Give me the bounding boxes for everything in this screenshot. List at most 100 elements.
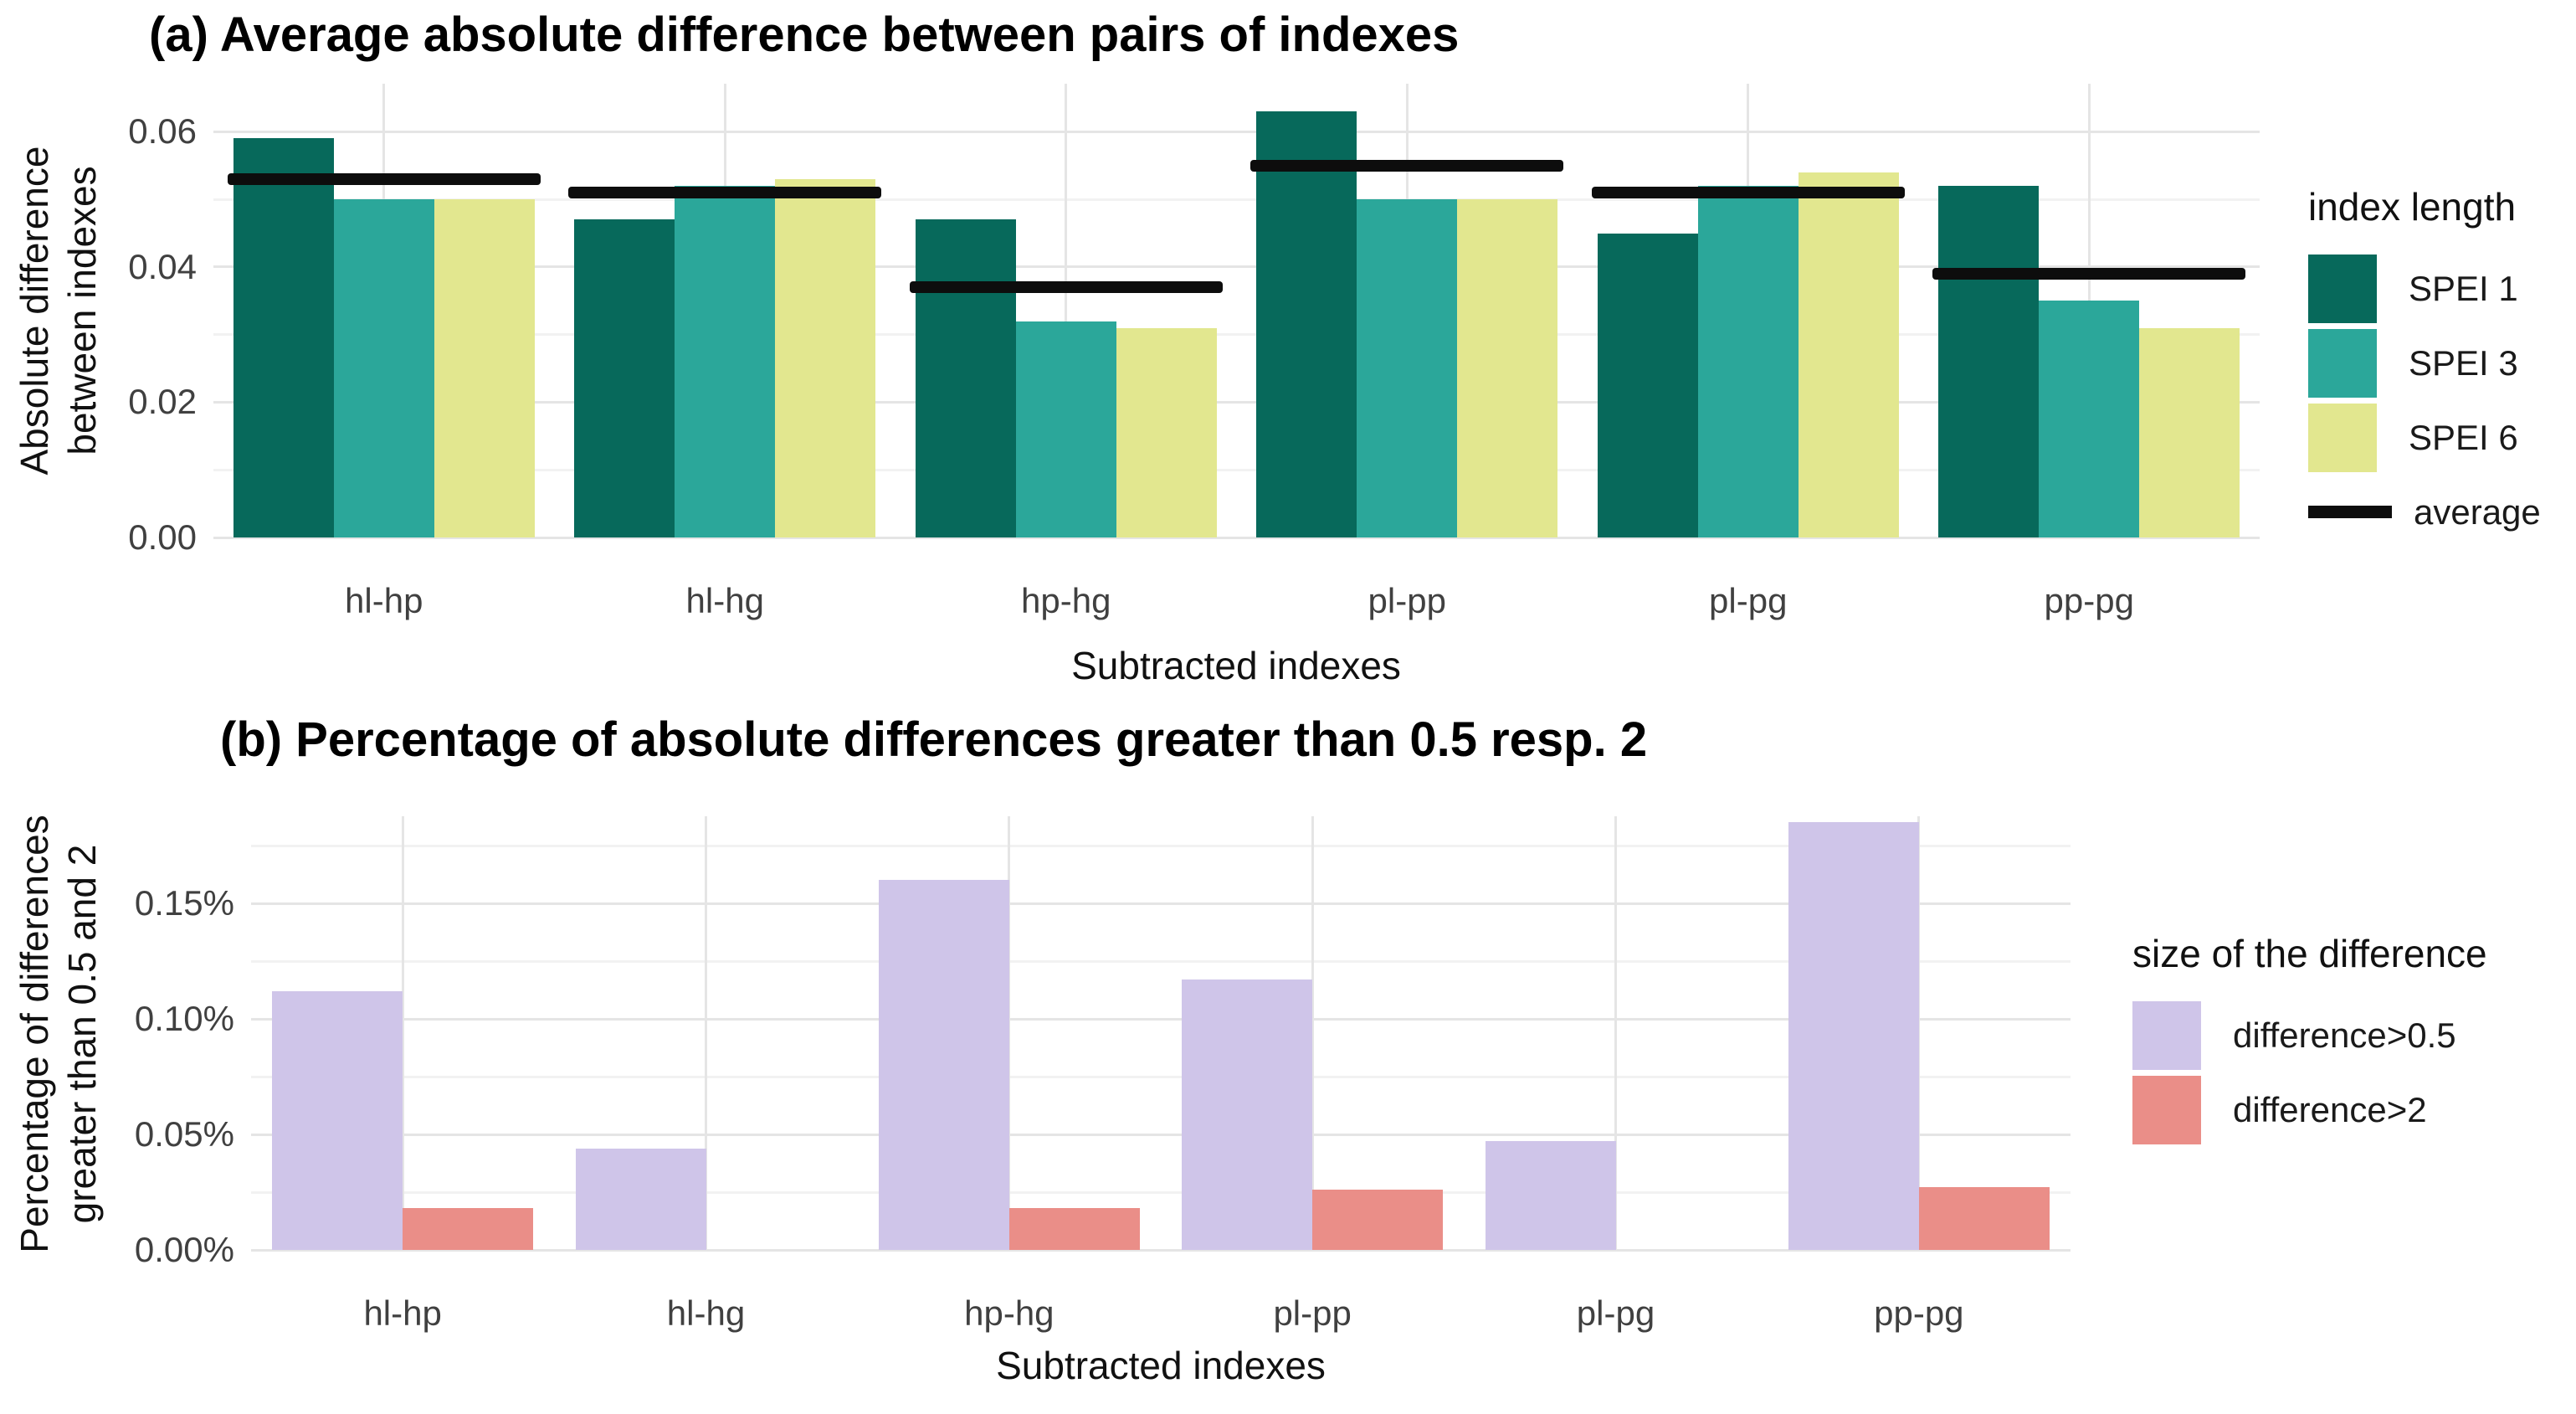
x-tick-label-hl-hg: hl-hg	[685, 581, 764, 620]
legend-item-difference-gt-0.5: difference>0.5	[2132, 998, 2487, 1072]
chart-a-y-axis-label-line1: Absolute difference	[13, 146, 56, 476]
bar-hl-hp-difference-gt-2	[403, 1208, 534, 1250]
bar-hl-hg-spei-6	[775, 178, 876, 537]
gridline-major-y-0.06	[213, 130, 2260, 133]
chart-a-legend: index length SPEI 1 SPEI 3 SPEI 6 averag…	[2308, 184, 2541, 549]
chart-b-y-axis-label-line1: Percentage of differences	[13, 815, 56, 1253]
legend-item-spei-6: SPEI 6	[2308, 400, 2541, 475]
gridline-x-hl-hg	[705, 816, 707, 1250]
y-tick-label-0.06: 0.06	[128, 111, 197, 152]
bar-pp-pg-spei-1	[1938, 185, 2040, 537]
average-line-hl-hp	[227, 172, 541, 185]
legend-item-spei-1: SPEI 1	[2308, 251, 2541, 326]
gridline-major-y-0.02	[213, 400, 2260, 404]
y-tick-label-0.00: 0.00	[128, 517, 197, 557]
bar-pp-pg-spei-3	[2039, 301, 2140, 537]
chart-a-x-axis-title: Subtracted indexes	[1071, 644, 1401, 687]
average-line-pp-pg	[1932, 267, 2246, 280]
gridline-major-y-0.05	[251, 1133, 2071, 1136]
x-tick-label-hl-hp: hl-hp	[363, 1293, 442, 1333]
x-tick-label-pl-pg: pl-pg	[1576, 1293, 1655, 1333]
x-tick-label-pl-pp: pl-pp	[1368, 581, 1446, 620]
chart-b-legend-title: size of the difference	[2132, 932, 2487, 975]
bar-hl-hp-difference-gt-0.5	[272, 990, 403, 1250]
chart-a-legend-title: index length	[2308, 185, 2517, 229]
y-tick-label-0.05%: 0.05%	[134, 1114, 234, 1154]
x-tick-label-pl-pp: pl-pp	[1273, 1293, 1352, 1333]
gridline-minor-y-0.0750	[251, 1075, 2071, 1078]
legend-label-spei-6: SPEI 6	[2409, 417, 2518, 457]
gridline-minor-y-0.0250	[251, 1190, 2071, 1194]
bar-pp-pg-difference-gt-2	[1918, 1187, 2050, 1250]
average-line-pl-pp	[1250, 159, 1564, 172]
bar-pp-pg-difference-gt-0.5	[1788, 822, 1919, 1250]
legend-swatch-difference-gt-0.5	[2132, 1000, 2201, 1070]
legend-swatch-average-line	[2308, 506, 2392, 518]
legend-item-difference-gt-2: difference>2	[2132, 1072, 2487, 1147]
legend-item-spei-3: SPEI 3	[2308, 326, 2541, 400]
gridline-x-pl-pp	[1311, 816, 1314, 1250]
chart-b-plot-area: 0.00% 0.05% 0.10% 0.15% hl-hp hl-hg hp-hg pl-pp…	[135, 816, 2071, 1333]
gridline-major-y-0.04	[213, 265, 2260, 269]
y-tick-label-0.02: 0.02	[128, 382, 197, 422]
bar-pl-pg-difference-gt-0.5	[1485, 1141, 1616, 1250]
bar-hl-hp-spei-6	[434, 199, 535, 537]
gridline-minor-y-0.0300	[213, 333, 2260, 337]
chart-b-x-axis-title: Subtracted indexes	[996, 1344, 1326, 1387]
y-tick-label-0.04: 0.04	[128, 246, 197, 286]
bar-hp-hg-spei-6	[1116, 327, 1217, 537]
bar-pl-pp-spei-6	[1457, 199, 1558, 537]
legend-swatch-spei-1	[2308, 254, 2377, 323]
bar-hl-hg-spei-3	[675, 185, 776, 537]
bar-hl-hg-difference-gt-0.5	[575, 1148, 706, 1250]
chart-b-y-axis-label: Percentage of differences greater than 0…	[11, 699, 106, 1369]
bar-hp-hg-difference-gt-2	[1008, 1208, 1140, 1250]
bar-hp-hg-spei-1	[915, 219, 1016, 537]
bar-pl-pp-difference-gt-0.5	[1182, 980, 1313, 1250]
x-tick-label-hl-hp: hl-hp	[345, 581, 423, 620]
legend-swatch-difference-gt-2	[2132, 1075, 2201, 1144]
gridline-x-hp-hg	[1008, 816, 1011, 1250]
bar-hl-hp-spei-1	[233, 138, 334, 537]
bar-pl-pp-difference-gt-2	[1312, 1190, 1444, 1250]
chart-a-title: (a) Average absolute difference between …	[149, 8, 1460, 62]
legend-label-difference-gt-2: difference>2	[2233, 1089, 2427, 1129]
legend-swatch-spei-3	[2308, 328, 2377, 398]
gridline-major-y-0	[251, 1248, 2071, 1252]
gridline-major-y-0	[213, 536, 2260, 539]
bar-pl-pp-spei-1	[1256, 111, 1357, 537]
average-line-pl-pg	[1591, 187, 1905, 199]
x-tick-label-hl-hg: hl-hg	[666, 1293, 746, 1333]
bar-pl-pg-spei-1	[1597, 233, 1698, 537]
y-tick-label-0.15%: 0.15%	[134, 883, 234, 923]
y-tick-label-0.00%: 0.00%	[134, 1230, 234, 1269]
gridline-x-pp-pg	[1917, 816, 1921, 1250]
average-line-hl-hg	[568, 187, 882, 199]
chart-b-legend: size of the difference difference>0.5 di…	[2132, 931, 2487, 1147]
bar-pl-pg-spei-6	[1798, 172, 1899, 537]
bar-hl-hp-spei-3	[333, 199, 434, 537]
x-tick-label-hp-hg: hp-hg	[1021, 581, 1111, 620]
legend-label-average: average	[2414, 491, 2541, 532]
y-tick-label-0.10%: 0.10%	[134, 999, 234, 1039]
legend-label-spei-1: SPEI 1	[2409, 268, 2518, 308]
chart-b-y-axis-label-line2: greater than 0.5 and 2	[60, 844, 104, 1224]
gridline-minor-y-0.1750	[251, 844, 2071, 847]
chart-b-title: (b) Percentage of absolute differences g…	[220, 712, 1648, 767]
gridline-minor-y-0.0100	[213, 468, 2260, 471]
average-line-hp-hg	[909, 281, 1223, 294]
bar-hp-hg-difference-gt-0.5	[878, 880, 1009, 1250]
legend-swatch-spei-6	[2308, 403, 2377, 472]
bar-hp-hg-spei-3	[1015, 321, 1116, 537]
gridline-x-hp-hg	[1065, 84, 1068, 537]
gridline-major-y-0.15	[251, 902, 2071, 905]
x-tick-label-pp-pg: pp-pg	[2044, 581, 2134, 620]
legend-label-difference-gt-0.5: difference>0.5	[2233, 1015, 2456, 1055]
chart-a-plot-area: 0.00 0.02 0.04 0.06 hl-hp hl-hg hp-hg pl-pp pl-p…	[128, 84, 2260, 620]
x-tick-label-pp-pg: pp-pg	[1874, 1293, 1964, 1333]
x-tick-label-pl-pg: pl-pg	[1709, 581, 1788, 620]
gridline-minor-y-0.0500	[213, 198, 2260, 201]
bar-hl-hg-spei-1	[574, 219, 675, 537]
bar-pl-pp-spei-3	[1357, 199, 1458, 537]
